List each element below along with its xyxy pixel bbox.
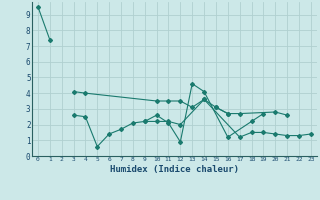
X-axis label: Humidex (Indice chaleur): Humidex (Indice chaleur) [110, 165, 239, 174]
